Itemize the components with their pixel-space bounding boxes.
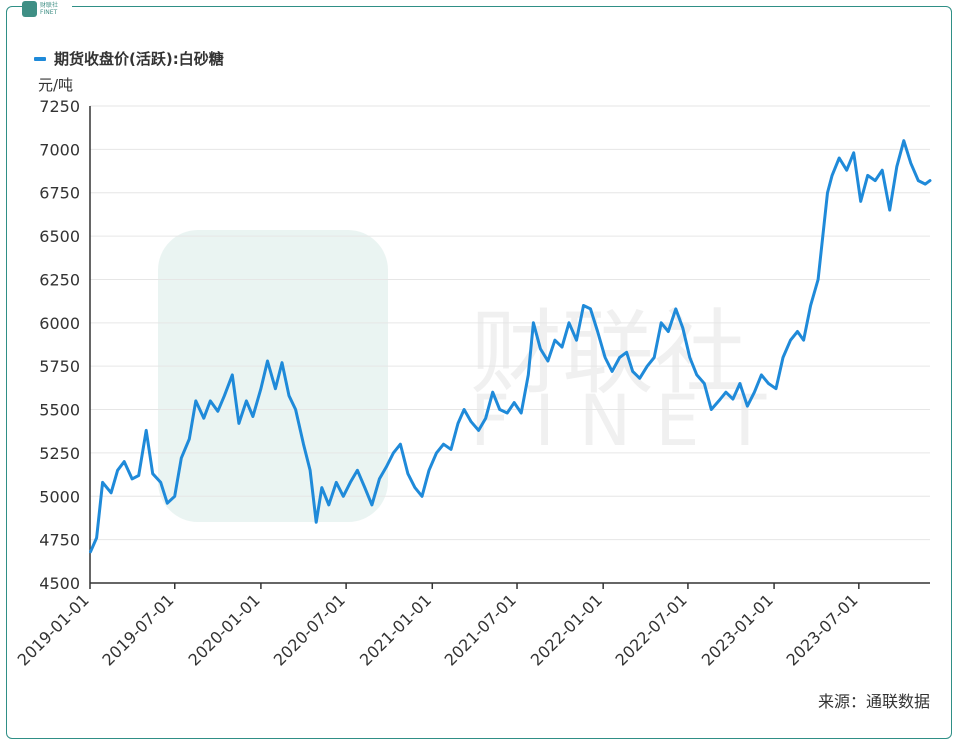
legend-label: 期货收盘价(活跃):白砂糖 [54, 50, 224, 68]
y-tick-label: 5750 [39, 357, 80, 376]
x-tick-label: 2020-07-01 [270, 590, 349, 669]
x-tick-label: 2022-07-01 [612, 590, 691, 669]
x-tick-label: 2021-01-01 [356, 590, 435, 669]
y-tick-label: 6500 [39, 227, 80, 246]
y-tick-label: 7000 [39, 140, 80, 159]
y-tick-label: 7250 [39, 97, 80, 116]
x-tick-label: 2023-07-01 [782, 590, 861, 669]
x-tick-label: 2023-01-01 [698, 590, 777, 669]
y-tick-label: 5000 [39, 487, 80, 506]
y-tick-label: 4500 [39, 574, 80, 593]
x-tick-label: 2022-01-01 [527, 590, 606, 669]
y-tick-label: 6250 [39, 270, 80, 289]
brand-logo: 财联社 FINET [22, 0, 72, 18]
series-line [89, 139, 932, 554]
x-tick-label: 2021-07-01 [441, 590, 520, 669]
y-tick-label: 5500 [39, 401, 80, 420]
brand-logo-text: 财联社 FINET [40, 2, 59, 16]
legend: 期货收盘价(活跃):白砂糖 [34, 48, 224, 69]
chart-frame [6, 6, 952, 739]
y-axis-unit: 元/吨 [38, 76, 74, 94]
y-tick-label: 6750 [39, 184, 80, 203]
source-note: 来源：通联数据 [817, 692, 930, 711]
y-tick-label: 6000 [39, 314, 80, 333]
x-tick-label: 2019-07-01 [98, 590, 177, 669]
brand-logo-icon [22, 1, 37, 17]
y-tick-label: 4750 [39, 531, 80, 550]
legend-swatch [34, 56, 46, 61]
x-tick-label: 2019-01-01 [14, 590, 93, 669]
y-tick-label: 5250 [39, 444, 80, 463]
x-tick-label: 2020-01-01 [185, 590, 264, 669]
